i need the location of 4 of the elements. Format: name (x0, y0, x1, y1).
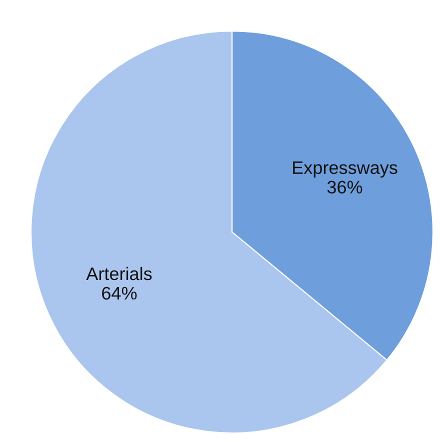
slice-label: Expressways (293, 161, 398, 178)
data-label: 64% (102, 286, 137, 300)
slice-label: Arterials (86, 266, 152, 280)
data-label: 36% (327, 180, 362, 194)
